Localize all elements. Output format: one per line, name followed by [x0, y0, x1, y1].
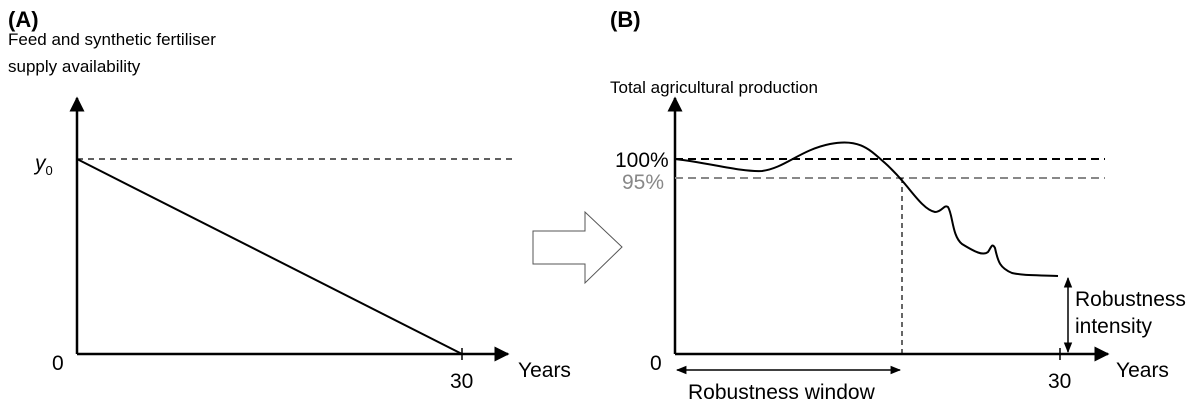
y-marker-subscript: 0 — [46, 163, 53, 178]
origin-label: 0 — [650, 352, 662, 375]
x-label: Years — [518, 359, 571, 382]
y-marker-base: y — [33, 152, 47, 175]
panel-tag: (B) — [610, 7, 641, 32]
y-label: supply availability — [8, 57, 141, 76]
level-95-label: 95% — [622, 171, 664, 194]
intensity-label: intensity — [1075, 315, 1153, 338]
y-label: Total agricultural production — [610, 78, 818, 97]
level-100-label: 100% — [615, 149, 669, 172]
y-label: Feed and synthetic fertiliser — [8, 30, 216, 49]
production-curve — [674, 141, 1059, 277]
panel-tag: (A) — [8, 7, 39, 32]
x-end-label: 30 — [1048, 370, 1071, 393]
x-label: Years — [1116, 359, 1169, 382]
window-label: Robustness window — [688, 381, 876, 404]
y-marker: y0 — [33, 152, 53, 178]
intensity-label: Robustness — [1075, 288, 1186, 311]
transition-arrow — [532, 210, 623, 285]
x-end-label: 30 — [450, 370, 473, 393]
decline-line — [76, 158, 463, 355]
origin-label: 0 — [52, 352, 64, 375]
